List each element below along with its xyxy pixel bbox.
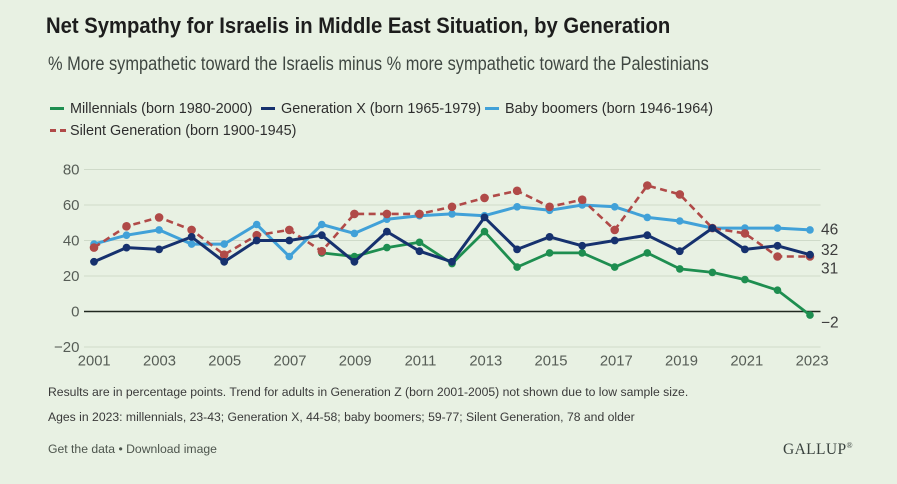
svg-text:−20: −20 [54,339,79,356]
svg-text:2009: 2009 [339,353,372,369]
svg-text:2003: 2003 [143,353,176,369]
svg-text:40: 40 [63,233,80,250]
svg-text:20: 20 [63,268,80,285]
svg-text:60: 60 [63,197,80,214]
svg-text:2007: 2007 [274,353,307,369]
svg-text:0: 0 [71,304,79,321]
svg-text:31: 31 [821,261,838,278]
svg-text:2005: 2005 [208,353,241,369]
svg-text:2023: 2023 [796,353,829,369]
svg-text:2011: 2011 [405,353,437,369]
svg-text:2015: 2015 [535,353,568,369]
svg-text:80: 80 [63,162,80,179]
svg-text:2001: 2001 [78,353,111,369]
svg-text:2013: 2013 [469,353,502,369]
svg-text:32: 32 [821,242,838,259]
svg-text:2021: 2021 [730,353,763,369]
svg-text:−2: −2 [821,315,839,332]
svg-text:2019: 2019 [665,353,698,369]
svg-text:46: 46 [821,222,838,239]
svg-text:2017: 2017 [600,353,633,369]
